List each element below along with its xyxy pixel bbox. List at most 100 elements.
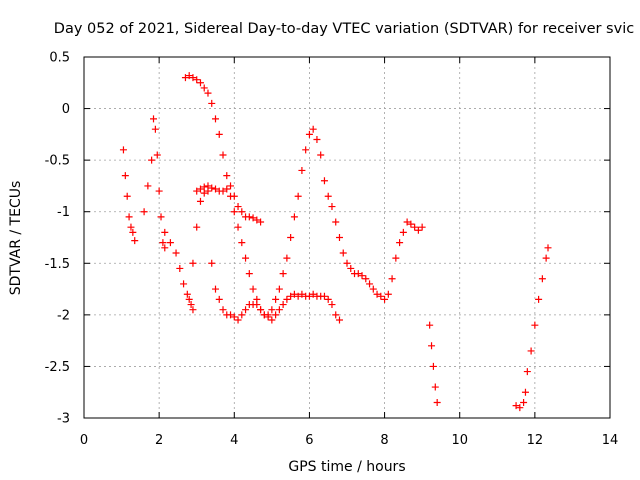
data-point bbox=[283, 254, 291, 262]
data-point bbox=[431, 383, 439, 391]
data-point bbox=[119, 146, 127, 154]
data-point bbox=[189, 259, 197, 267]
x-tick-label: 8 bbox=[380, 433, 388, 448]
data-point bbox=[148, 156, 156, 164]
data-point bbox=[245, 270, 253, 278]
data-point bbox=[373, 290, 381, 298]
data-point bbox=[196, 185, 204, 193]
data-point bbox=[305, 130, 313, 138]
data-point bbox=[249, 285, 257, 293]
series-sat-h bbox=[512, 244, 552, 412]
data-point bbox=[298, 290, 306, 298]
data-point bbox=[324, 192, 332, 200]
series-sat-e bbox=[193, 182, 265, 226]
series-sat-b bbox=[140, 115, 169, 252]
data-point bbox=[335, 316, 343, 324]
data-point bbox=[257, 306, 265, 314]
data-point bbox=[242, 306, 250, 314]
data-point bbox=[200, 84, 208, 92]
data-point bbox=[180, 280, 188, 288]
grid-lines bbox=[84, 57, 610, 418]
data-point bbox=[418, 223, 426, 231]
data-point bbox=[377, 292, 385, 300]
chart-title: Day 052 of 2021, Sidereal Day-to-day VTE… bbox=[54, 21, 634, 37]
data-point bbox=[193, 223, 201, 231]
data-point bbox=[523, 368, 531, 376]
data-point bbox=[512, 402, 520, 410]
x-tick-label: 12 bbox=[527, 433, 544, 448]
data-point bbox=[407, 220, 415, 228]
data-point bbox=[208, 184, 216, 192]
data-point bbox=[129, 228, 137, 236]
data-point bbox=[187, 301, 195, 309]
data-point bbox=[339, 249, 347, 257]
data-point bbox=[358, 272, 366, 280]
data-point bbox=[309, 125, 317, 133]
data-point bbox=[193, 187, 201, 195]
data-point bbox=[516, 404, 524, 412]
series-sat-f bbox=[185, 187, 343, 324]
data-point bbox=[403, 218, 411, 226]
data-point bbox=[283, 295, 291, 303]
data-point bbox=[290, 213, 298, 221]
y-axis-label: SDTVAR / TECUs bbox=[8, 181, 24, 296]
data-point bbox=[369, 285, 377, 293]
data-points bbox=[119, 72, 552, 412]
data-point bbox=[257, 218, 265, 226]
data-point bbox=[253, 301, 261, 309]
data-point bbox=[305, 292, 313, 300]
data-point bbox=[264, 313, 272, 321]
data-point bbox=[176, 264, 184, 272]
data-point bbox=[320, 292, 328, 300]
data-point bbox=[535, 295, 543, 303]
data-point bbox=[309, 290, 317, 298]
data-point bbox=[362, 275, 370, 283]
data-point bbox=[253, 216, 261, 224]
data-point bbox=[150, 115, 158, 123]
series-sat-c bbox=[161, 228, 197, 314]
data-point bbox=[275, 285, 283, 293]
data-point bbox=[166, 239, 174, 247]
data-point bbox=[531, 321, 539, 329]
data-point bbox=[123, 192, 131, 200]
data-point bbox=[324, 295, 332, 303]
data-point bbox=[242, 254, 250, 262]
data-point bbox=[157, 213, 165, 221]
data-point bbox=[219, 151, 227, 159]
data-point bbox=[227, 182, 235, 190]
y-tick-label: -1 bbox=[57, 205, 70, 220]
data-point bbox=[245, 213, 253, 221]
data-point bbox=[196, 79, 204, 87]
data-point bbox=[272, 311, 280, 319]
data-point bbox=[215, 130, 223, 138]
data-point bbox=[268, 306, 276, 314]
data-point bbox=[320, 177, 328, 185]
data-point bbox=[428, 342, 436, 350]
data-point bbox=[215, 295, 223, 303]
x-tick-label: 0 bbox=[80, 433, 88, 448]
y-tick-label: -3 bbox=[57, 412, 70, 427]
data-point bbox=[127, 223, 135, 231]
data-point bbox=[140, 208, 148, 216]
y-tick-label: -2.5 bbox=[45, 360, 70, 375]
data-point bbox=[279, 301, 287, 309]
data-point bbox=[189, 306, 197, 314]
data-point bbox=[234, 316, 242, 324]
data-point bbox=[384, 290, 392, 298]
x-tick-label: 6 bbox=[305, 433, 313, 448]
data-point bbox=[144, 182, 152, 190]
data-point bbox=[354, 270, 362, 278]
x-axis-label: GPS time / hours bbox=[288, 459, 405, 475]
plot-frame bbox=[83, 56, 611, 419]
data-point bbox=[426, 321, 434, 329]
data-point bbox=[200, 183, 208, 191]
data-point bbox=[223, 172, 231, 180]
data-point bbox=[219, 306, 227, 314]
data-point bbox=[287, 234, 295, 241]
x-tick-label: 10 bbox=[451, 433, 468, 448]
data-point bbox=[238, 208, 246, 216]
data-point bbox=[238, 239, 246, 247]
data-point bbox=[538, 275, 546, 283]
data-point bbox=[155, 187, 163, 195]
